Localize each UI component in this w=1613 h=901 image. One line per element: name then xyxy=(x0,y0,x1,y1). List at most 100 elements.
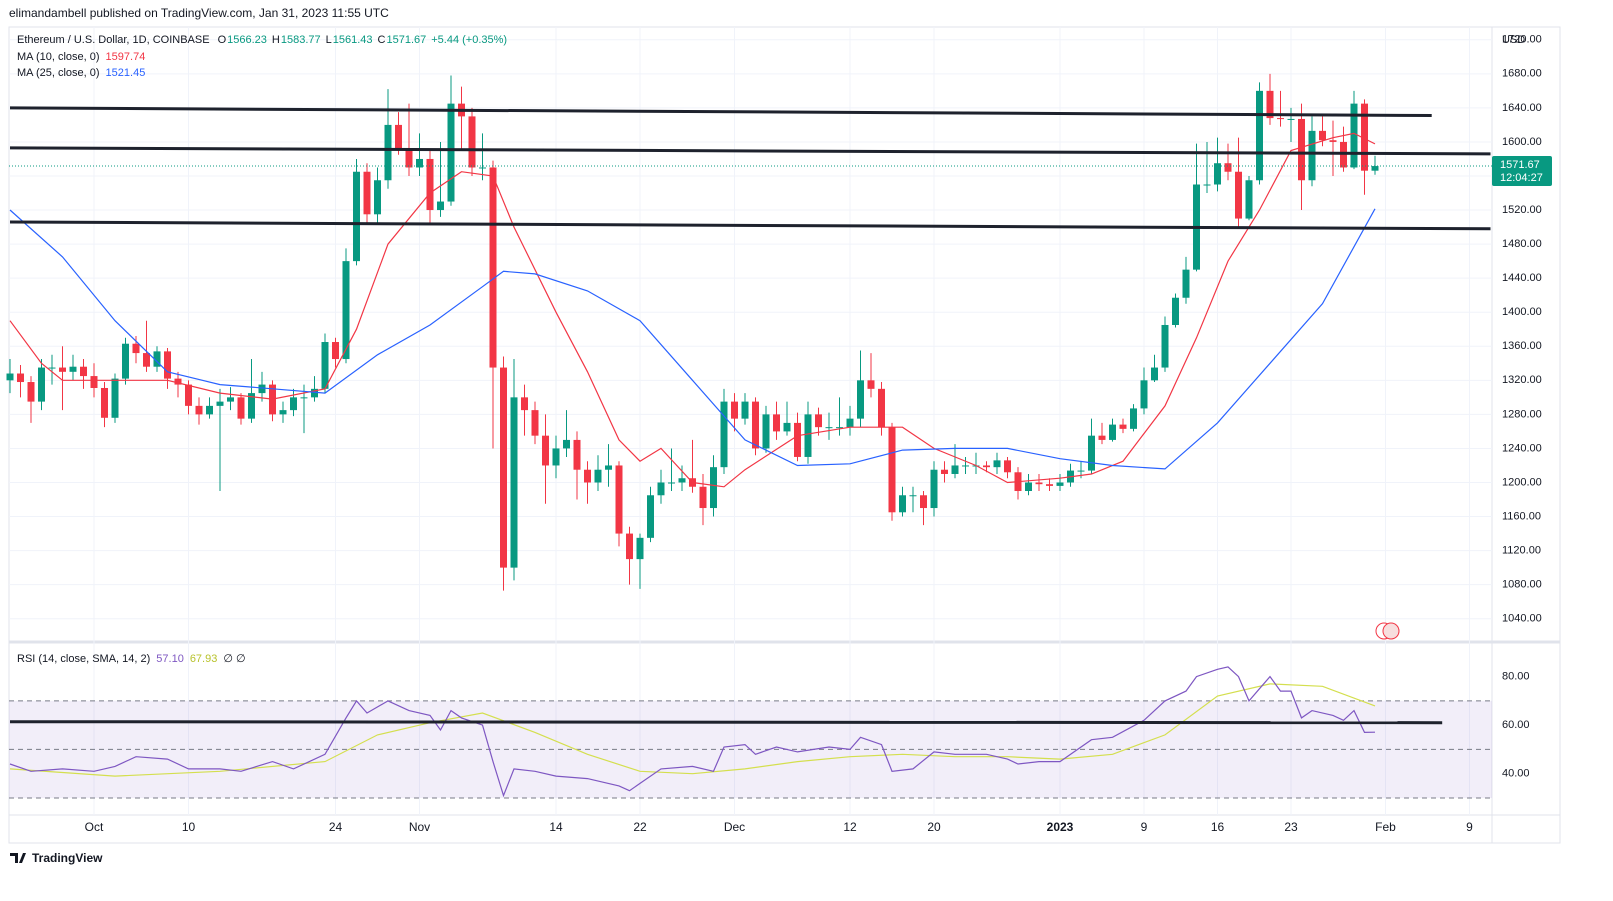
candle-body xyxy=(395,124,402,151)
candle-body xyxy=(846,418,854,428)
candle-body xyxy=(1077,470,1085,472)
candle-body xyxy=(1182,269,1190,298)
candle-body xyxy=(258,384,266,394)
candle-body xyxy=(153,351,161,367)
y-tick-label: 1600.00 xyxy=(1502,136,1542,148)
header: elimandambell published on TradingView.c… xyxy=(9,6,389,20)
candle-body xyxy=(521,397,528,411)
legend-value: 1566.23 xyxy=(227,34,267,46)
candle-body xyxy=(332,342,339,360)
candle-body xyxy=(479,167,486,169)
candle-body xyxy=(311,388,318,398)
legend-title: Ethereum / U.S. Dollar, 1D, COINBASE xyxy=(17,34,210,46)
candle-body xyxy=(836,427,843,429)
candle-body xyxy=(930,469,938,509)
candle-body xyxy=(878,388,885,428)
candle-body xyxy=(1329,140,1337,142)
candle-body xyxy=(657,482,665,496)
grid xyxy=(9,27,1492,815)
x-tick-label: 20 xyxy=(927,820,941,834)
candle-body xyxy=(237,397,245,419)
x-tick-label: 9 xyxy=(1141,820,1148,834)
y-tick-label: 1080.00 xyxy=(1502,579,1542,591)
candle-body xyxy=(1161,324,1169,368)
candle-body xyxy=(867,380,875,389)
candle-body xyxy=(164,351,171,379)
y-tick-label: 1520.00 xyxy=(1502,204,1542,216)
ma-legend-name: MA (10, close, 0) xyxy=(17,51,100,63)
trend-level xyxy=(9,220,1491,231)
legend-letter: O xyxy=(218,34,227,46)
legend-value: 1583.77 xyxy=(281,34,321,46)
candle-body xyxy=(909,495,917,497)
candle-body xyxy=(227,397,234,402)
x-tick-label: 2023 xyxy=(1047,820,1074,834)
candle-body xyxy=(815,414,822,428)
candle-body xyxy=(90,376,98,388)
y-tick-label: 1360.00 xyxy=(1502,340,1542,352)
x-tick-label: 10 xyxy=(182,820,196,834)
legend-value: 1561.43 xyxy=(333,34,373,46)
candle-body xyxy=(941,469,948,474)
candle-body xyxy=(1130,408,1137,429)
candle-body xyxy=(500,367,507,568)
rsi-tick-label: 80.00 xyxy=(1502,670,1530,682)
candle-body xyxy=(1025,482,1032,492)
y-tick-label: 1160.00 xyxy=(1502,510,1541,522)
candle-body xyxy=(248,393,255,419)
candle-body xyxy=(69,366,77,372)
legend-change: +5.44 (+0.35%) xyxy=(431,34,507,46)
candle-body xyxy=(794,422,801,457)
candle-body xyxy=(384,124,392,181)
candle-body xyxy=(174,378,182,385)
y-tick-label: 1640.00 xyxy=(1502,102,1542,114)
candle-body xyxy=(605,465,612,470)
candle-body xyxy=(920,495,927,509)
candle-body xyxy=(374,180,381,215)
candle-body xyxy=(59,367,66,372)
candle-body xyxy=(290,397,297,411)
candle-body xyxy=(1119,424,1127,429)
candle-body xyxy=(510,397,518,568)
candle-body xyxy=(531,410,539,436)
candle-body xyxy=(888,427,896,513)
rsi-tick-label: 40.00 xyxy=(1502,768,1530,780)
candle-body xyxy=(426,158,434,211)
x-tick-label: Dec xyxy=(724,820,745,834)
candle-body xyxy=(899,495,906,513)
rsi-level xyxy=(9,720,1443,725)
candle-body xyxy=(804,414,812,457)
candle-body xyxy=(741,401,749,419)
candle-body xyxy=(1350,103,1358,168)
x-tick-label: 14 xyxy=(549,820,563,834)
candle-body xyxy=(468,116,476,168)
candle-body xyxy=(993,460,1001,468)
candle-body xyxy=(353,171,360,262)
candle-body xyxy=(1035,482,1043,485)
candle-body xyxy=(678,478,686,483)
candle-body xyxy=(983,465,990,468)
y-tick-label: 1280.00 xyxy=(1502,408,1542,420)
y-tick-label: 1400.00 xyxy=(1502,306,1542,318)
candle-body xyxy=(447,103,455,202)
candle-body xyxy=(1308,130,1316,181)
rsi-line xyxy=(9,666,1376,798)
candle-body xyxy=(857,380,864,419)
candle-body xyxy=(951,465,959,474)
legend-letter: C xyxy=(378,34,386,46)
candle-body xyxy=(1256,90,1263,181)
candle-body xyxy=(321,342,329,389)
y-tick-label: 1120.00 xyxy=(1502,545,1541,557)
candle-body xyxy=(1172,297,1179,325)
candle-body xyxy=(132,343,140,354)
candle-body xyxy=(185,384,192,406)
candle-body xyxy=(626,533,633,560)
rsi-tick-label: 60.00 xyxy=(1502,719,1530,731)
candle-body xyxy=(206,405,213,415)
marks xyxy=(6,73,1492,798)
candle-body xyxy=(962,465,969,467)
candle-body xyxy=(783,422,791,432)
ma-legend-name: MA (25, close, 0) xyxy=(17,67,100,79)
candle-body xyxy=(1371,166,1379,171)
